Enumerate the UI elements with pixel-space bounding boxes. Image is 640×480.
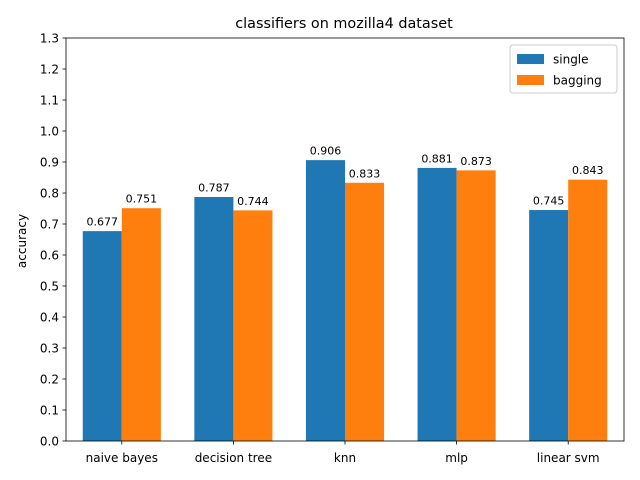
bar-single [82, 231, 122, 441]
x-axis: naive bayes decision tree knn mlp linear svm [86, 441, 600, 465]
y-tick-label: 0.1 [40, 403, 59, 417]
y-tick-label: 1.1 [40, 93, 59, 107]
data-label: 0.881 [421, 152, 453, 165]
y-axis-label: accuracy [15, 214, 29, 268]
y-tick-label: 0.9 [40, 155, 59, 169]
y-tick-label: 0.3 [40, 341, 59, 355]
data-label: 0.745 [533, 195, 565, 208]
y-tick-label: 0.0 [40, 434, 59, 448]
y-axis: 0.0 0.1 0.2 0.3 0.4 0.5 0.6 0.7 0.8 0.9 1.0 1.1 1.2 1… [40, 31, 66, 448]
bar-bagging [456, 170, 496, 441]
data-label-group: 0.677 0.751 0.787 0.744 0.906 0.833 0.881 0.873… [87, 145, 604, 229]
bar-single [529, 210, 569, 441]
data-label: 0.744 [237, 195, 269, 208]
x-tick-label: mlp [445, 451, 468, 465]
bar-series-group [82, 160, 608, 442]
data-label: 0.833 [349, 167, 381, 180]
bar-bagging [121, 208, 161, 441]
legend-swatch-bagging [517, 75, 544, 85]
bar-bagging [233, 210, 273, 441]
bar-bagging [568, 179, 608, 442]
data-label: 0.787 [198, 182, 230, 195]
x-tick-label: knn [334, 451, 356, 465]
legend-label-bagging: bagging [553, 74, 602, 88]
bar-single [194, 197, 234, 441]
bar-single [305, 160, 345, 441]
plot-frame [65, 37, 625, 442]
y-tick-label: 0.6 [40, 248, 59, 262]
data-label: 0.677 [87, 216, 119, 229]
x-tick-label: naive bayes [86, 451, 158, 465]
y-tick-label: 0.4 [40, 310, 59, 324]
chart-title: classifiers on mozilla4 dataset [235, 16, 453, 32]
y-tick-label: 0.8 [40, 186, 59, 200]
data-label: 0.843 [572, 164, 604, 177]
bar-bagging [345, 182, 385, 441]
data-label: 0.906 [310, 145, 342, 158]
y-tick-label: 0.2 [40, 372, 59, 386]
bar-single [417, 167, 457, 441]
y-tick-label: 0.7 [40, 217, 59, 231]
legend-label-single: single [553, 53, 589, 67]
legend: single bagging [509, 44, 618, 94]
x-tick-label: decision tree [195, 451, 272, 465]
legend-swatch-single [517, 54, 544, 64]
y-tick-label: 1.0 [40, 124, 59, 138]
data-label: 0.751 [126, 193, 158, 206]
x-tick-label: linear svm [537, 451, 600, 465]
y-tick-label: 1.2 [40, 62, 59, 76]
y-tick-label: 1.3 [40, 31, 59, 45]
data-label: 0.873 [460, 155, 492, 168]
y-tick-label: 0.5 [40, 279, 59, 293]
